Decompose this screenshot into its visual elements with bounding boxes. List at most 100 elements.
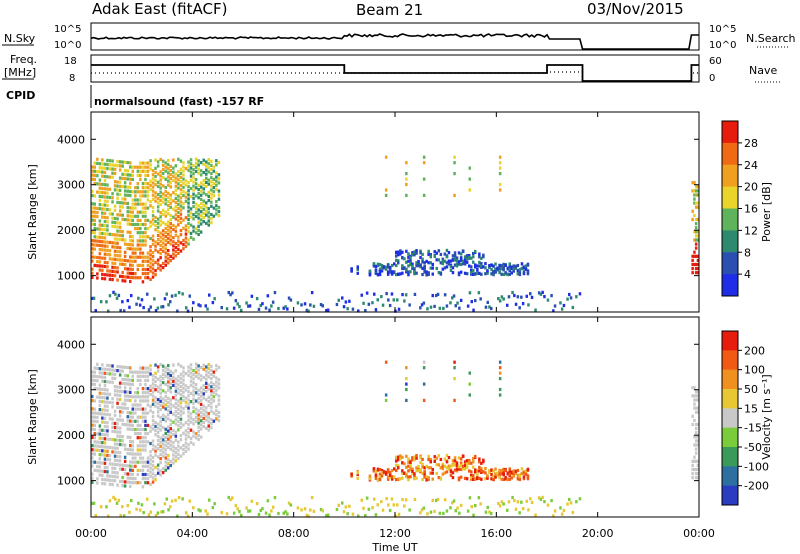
heatmap-cell	[425, 464, 428, 468]
heatmap-cell	[498, 299, 502, 303]
heatmap-cell	[146, 481, 150, 485]
heatmap-cell	[225, 307, 229, 311]
heatmap-cell	[189, 383, 193, 387]
heatmap-cell	[118, 246, 122, 250]
heatmap-cell	[694, 217, 698, 222]
heatmap-cell	[159, 223, 162, 227]
heatmap-cell	[103, 162, 107, 166]
heatmap-cell	[159, 202, 162, 207]
heatmap-cell	[518, 268, 522, 272]
heatmap-cell	[187, 230, 190, 234]
heatmap-cell	[139, 395, 142, 399]
heatmap-cell	[468, 382, 471, 386]
heatmap-cell	[415, 454, 418, 458]
heatmap-cell	[113, 253, 117, 257]
heatmap-cell	[435, 456, 438, 460]
heatmap-cell	[405, 270, 408, 274]
heatmap-cell	[571, 510, 575, 515]
heatmap-cell	[210, 172, 213, 176]
heatmap-cell	[108, 253, 112, 257]
heatmap-cell	[217, 160, 221, 164]
heatmap-cell	[189, 158, 193, 162]
heatmap-cell	[184, 183, 188, 187]
heatmap-cell	[172, 445, 175, 449]
heatmap-cell	[184, 236, 188, 240]
heatmap-cell	[174, 430, 178, 434]
heatmap-cell	[187, 185, 190, 189]
heatmap-cell	[131, 472, 134, 477]
heatmap-cell	[461, 467, 465, 471]
heatmap-cell	[177, 243, 180, 247]
heatmap-cell	[154, 269, 157, 273]
heatmap-cell	[169, 197, 172, 201]
heatmap-cell	[691, 189, 694, 193]
colorbar-tick-label: 50	[744, 383, 758, 396]
heatmap-cell	[504, 476, 507, 480]
heatmap-cell	[116, 254, 119, 258]
heatmap-cell	[484, 510, 488, 514]
heatmap-cell	[149, 372, 152, 376]
heatmap-cell	[111, 450, 114, 454]
heatmap-cell	[146, 182, 150, 186]
heatmap-cell	[156, 242, 160, 246]
heatmap-cell	[459, 270, 463, 274]
heatmap-cell	[113, 471, 117, 475]
heatmap-cell	[174, 164, 178, 168]
heatmap-cell	[419, 251, 422, 255]
heatmap-cell	[113, 372, 117, 376]
heatmap-cell	[386, 270, 390, 274]
heatmap-cell	[348, 504, 351, 508]
heatmap-cell	[141, 407, 145, 411]
heatmap-cell	[421, 260, 424, 264]
heatmap-cell	[141, 161, 145, 165]
heatmap-cell	[144, 222, 147, 227]
heatmap-cell	[118, 262, 122, 266]
heatmap-cell	[192, 200, 195, 204]
heatmap-cell	[151, 382, 155, 386]
heatmap-cell	[696, 439, 700, 443]
heatmap-cell	[284, 305, 287, 309]
nsky-series	[90, 33, 699, 50]
heatmap-cell	[197, 372, 200, 376]
heatmap-cell	[431, 467, 434, 472]
heatmap-cell	[169, 185, 172, 189]
heatmap-cell	[431, 471, 434, 475]
heatmap-cell	[121, 217, 124, 221]
heatmap-cell	[386, 475, 390, 479]
heatmap-cell	[407, 478, 410, 482]
heatmap-cell	[154, 224, 157, 228]
heatmap-cell	[187, 418, 190, 422]
heatmap-cell	[436, 497, 440, 501]
heatmap-cell	[111, 376, 114, 380]
heatmap-cell	[106, 240, 109, 244]
heatmap-cell	[179, 421, 183, 425]
heatmap-cell	[116, 229, 119, 233]
heatmap-cell	[131, 460, 134, 464]
heatmap-cell	[210, 163, 213, 167]
heatmap-cell	[207, 219, 210, 223]
heatmap-cell	[93, 165, 96, 169]
heatmap-cell	[207, 223, 210, 227]
heatmap-cell	[376, 298, 379, 302]
heatmap-cell	[131, 169, 134, 173]
heatmap-cell	[98, 235, 102, 239]
heatmap-cell	[429, 253, 432, 257]
heatmap-cell	[691, 258, 694, 262]
heatmap-cell	[111, 175, 114, 179]
heatmap-cell	[396, 298, 399, 302]
heatmap-cell	[212, 411, 216, 415]
heatmap-cell	[99, 300, 103, 304]
heatmap-cell	[103, 191, 107, 195]
heatmap-cell	[98, 207, 102, 211]
heatmap-cell	[118, 205, 122, 209]
heatmap-cell	[184, 433, 188, 437]
heatmap-cell	[159, 211, 162, 215]
heatmap-cell	[174, 446, 178, 451]
heatmap-cell	[121, 365, 124, 369]
heatmap-cell	[159, 190, 162, 194]
heatmap-cell	[342, 510, 346, 514]
heatmap-cell	[529, 497, 532, 501]
heatmap-cell	[694, 226, 698, 230]
heatmap-cell	[184, 429, 188, 433]
heatmap-cell	[192, 381, 195, 385]
